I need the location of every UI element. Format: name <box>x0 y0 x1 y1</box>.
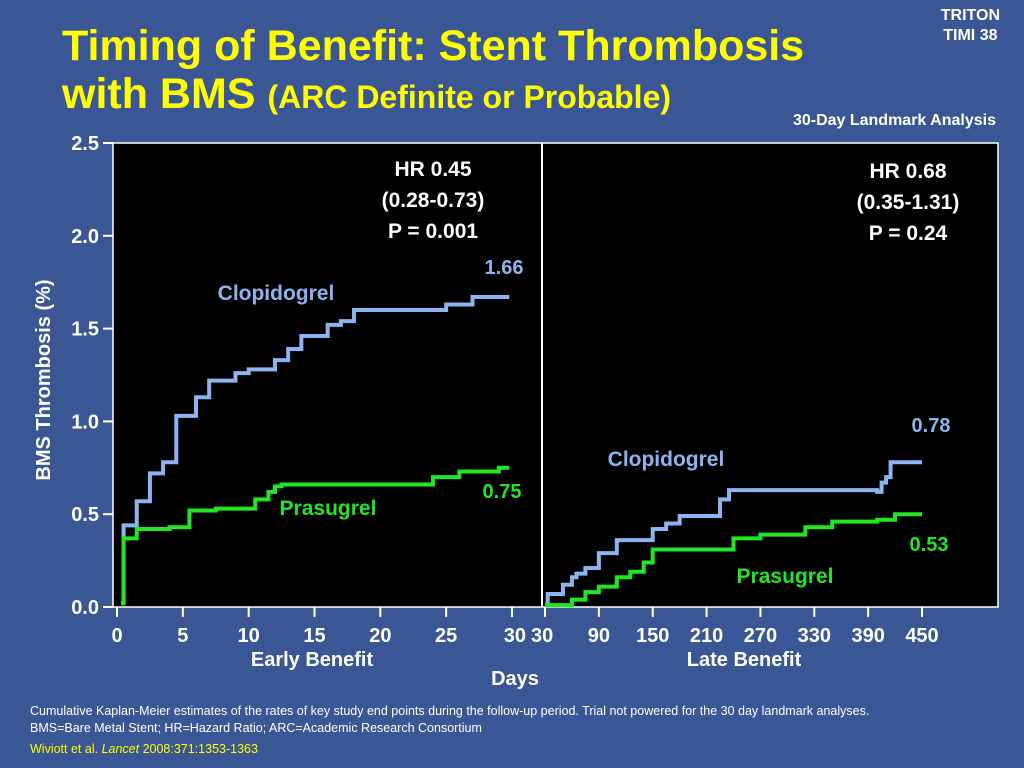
y-axis-label: BMS Thrombosis (%) <box>33 279 55 480</box>
x-tick-label: 450 <box>905 625 938 647</box>
end-value-label: 0.53 <box>910 534 949 556</box>
series-label-prasugrel: Prasugrel <box>737 565 834 588</box>
x-tick-label: 15 <box>303 625 325 647</box>
x-tick-label: 5 <box>177 625 188 647</box>
x-tick-label: 20 <box>369 625 391 647</box>
series-label-clopidogrel: Clopidogrel <box>608 448 725 471</box>
citation: Wiviott et al. Lancet 2008:371:1353-1363 <box>30 742 258 756</box>
hr-annotation-line: HR 0.68 <box>869 160 946 183</box>
panel-label: Late Benefit <box>687 649 802 671</box>
hr-annotation-line: (0.28-0.73) <box>382 189 485 212</box>
citation-ref: 2008:371:1353-1363 <box>142 742 258 756</box>
x-tick-label: 30 <box>504 625 526 647</box>
x-tick-label: 390 <box>851 625 884 647</box>
title-subtitle: (ARC Definite or Probable) <box>267 79 672 115</box>
x-tick-label: 330 <box>798 625 831 647</box>
kaplan-meier-chart: 0.0 0.5 1.0 1.5 2.0 2.5 BMS Thrombosis (%) Days… <box>33 133 999 690</box>
series-label-clopidogrel: Clopidogrel <box>218 282 335 305</box>
badge-line-2: TIMI 38 <box>943 27 998 44</box>
slide-title: Timing of Benefit: Stent Thrombosis with… <box>62 22 804 121</box>
end-value-label: 0.78 <box>912 415 951 437</box>
series-line-prasugrel <box>120 465 510 606</box>
x-tick-label: 25 <box>435 625 457 647</box>
end-value-label: 0.75 <box>483 481 522 503</box>
footnote-line-2: BMS=Bare Metal Stent; HR=Hazard Ratio; A… <box>30 721 482 735</box>
panel-label: Early Benefit <box>251 649 374 671</box>
y-tick-label: 0.5 <box>71 504 99 526</box>
badge-line-1: TRITON <box>940 7 1000 24</box>
footnote-line-1: Cumulative Kaplan-Meier estimates of the… <box>30 704 870 718</box>
x-tick-label: 150 <box>636 625 669 647</box>
series-label-prasugrel: Prasugrel <box>280 497 377 520</box>
trial-badge: TRITON TIMI 38 <box>941 6 1000 46</box>
series-line-prasugrel <box>545 512 922 608</box>
landmark-label: 30-Day Landmark Analysis <box>792 112 996 129</box>
title-line-1: Timing of Benefit: Stent Thrombosis <box>62 22 805 70</box>
series-line-clopidogrel <box>545 460 922 608</box>
hr-annotation-line: P = 0.24 <box>869 222 948 245</box>
y-tick-label: 1.5 <box>71 319 99 341</box>
x-tick-label: 30 <box>531 625 553 647</box>
hr-annotation-line: (0.35-1.31) <box>857 191 960 214</box>
x-axis-label: Days <box>491 668 539 690</box>
x-tick-label: 10 <box>238 625 260 647</box>
y-tick-label: 2.5 <box>71 133 99 155</box>
hr-annotation-line: HR 0.45 <box>394 158 471 181</box>
x-tick-label: 0 <box>111 625 122 647</box>
title-line-2: with BMS <box>62 70 256 118</box>
footnote: Cumulative Kaplan-Meier estimates of the… <box>30 703 869 737</box>
citation-journal: Lancet <box>101 742 140 756</box>
plot-area <box>112 142 999 608</box>
series-line-clopidogrel <box>120 295 510 606</box>
hr-annotation-line: P = 0.001 <box>388 220 478 243</box>
y-tick-label: 0.0 <box>71 597 99 619</box>
y-tick-label: 2.0 <box>71 226 99 248</box>
y-tick-label: 1.0 <box>71 411 99 433</box>
citation-authors: Wiviott et al. <box>30 742 99 756</box>
x-tick-label: 270 <box>744 625 777 647</box>
x-tick-label: 210 <box>690 625 723 647</box>
end-value-label: 1.66 <box>485 257 524 279</box>
x-tick-label: 90 <box>588 625 610 647</box>
